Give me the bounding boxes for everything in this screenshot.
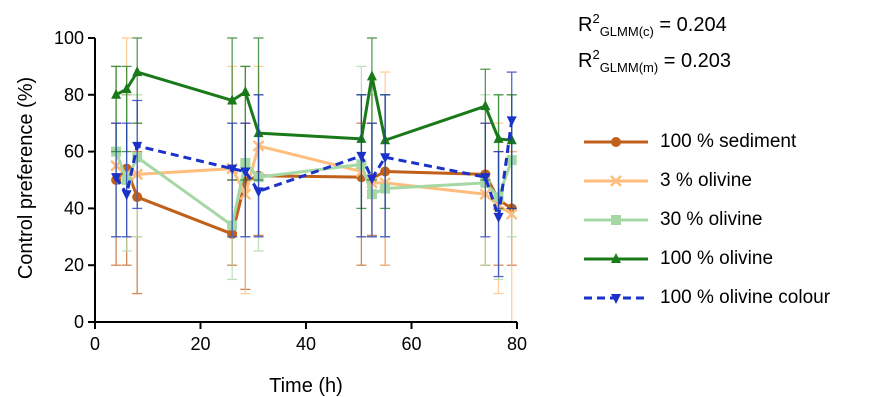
- data-point: [506, 116, 517, 127]
- y-tick-label: 100: [54, 28, 84, 48]
- legend-item: 3 % olivine: [582, 165, 877, 195]
- x-tick-label: 40: [296, 334, 316, 354]
- y-tick-label: 80: [64, 85, 84, 105]
- data-point: [611, 137, 621, 147]
- data-point: [611, 294, 621, 304]
- data-point: [610, 175, 622, 187]
- r2-conditional-stat: R2GLMM(c) = 0.204: [578, 12, 727, 38]
- legend-item: 30 % olivine: [582, 204, 877, 234]
- data-point: [111, 173, 122, 184]
- r2-base: R: [578, 50, 593, 72]
- data-point: [611, 253, 621, 263]
- y-axis-label: Control preference (%): [15, 77, 37, 279]
- data-point: [480, 173, 491, 184]
- data-point: [240, 85, 251, 96]
- data-point: [611, 215, 621, 225]
- legend-label: 3 % olivine: [660, 170, 752, 191]
- series-line: [115, 70, 512, 142]
- y-tick-label: 60: [64, 142, 84, 162]
- data-point: [121, 83, 132, 94]
- series-1: [111, 94, 517, 295]
- legend-label: 30 % olivine: [660, 209, 763, 230]
- legend-item: 100 % olivine: [582, 243, 877, 273]
- error-bars: [111, 71, 517, 278]
- series-line: [114, 151, 514, 227]
- data-point: [227, 164, 238, 175]
- legend-swatch: [584, 253, 648, 263]
- series-5: [111, 71, 517, 278]
- r2-marginal-stat: R2GLMM(m) = 0.203: [578, 48, 731, 74]
- data-point: [132, 66, 143, 77]
- legend-swatch: [584, 215, 648, 225]
- data-point: [132, 141, 143, 152]
- r2-base: R: [578, 14, 593, 36]
- data-point: [356, 151, 367, 162]
- data-point: [121, 190, 132, 201]
- y-tick-label: 20: [64, 255, 84, 275]
- data-point: [227, 94, 238, 105]
- y-tick-label: 0: [74, 312, 84, 332]
- data-point: [480, 100, 491, 111]
- y-tick-label: 40: [64, 198, 84, 218]
- legend-swatch: [584, 175, 648, 187]
- legend-swatch: [584, 294, 648, 304]
- r2-superscript: 2: [592, 47, 600, 62]
- r2-value: = 0.203: [658, 50, 732, 72]
- r2-superscript: 2: [592, 11, 600, 26]
- data-point: [240, 167, 251, 178]
- data-point: [366, 70, 377, 81]
- legend-item: 100 % olivine colour: [582, 282, 877, 312]
- x-axis-label: Time (h): [269, 375, 343, 397]
- data-point: [493, 132, 504, 143]
- legend-label: 100 % olivine: [660, 248, 774, 269]
- error-bars: [111, 94, 517, 295]
- series-2: [110, 37, 518, 323]
- error-bars: [111, 37, 517, 323]
- r2-subscript: GLMM(c): [599, 24, 654, 39]
- data-point: [493, 212, 504, 223]
- series-line: [115, 167, 513, 236]
- data-point: [380, 153, 391, 164]
- legend-swatch: [584, 137, 648, 147]
- legend-label: 100 % olivine colour: [660, 287, 831, 308]
- legend-label: 100 % sediment: [660, 131, 797, 152]
- data-point: [253, 187, 264, 198]
- r2-value: = 0.204: [653, 14, 727, 36]
- axes: 0 20 40 60 80 100 0 20 40 60 80 Time (h) Control pre…: [15, 28, 527, 397]
- x-tick-label: 80: [507, 334, 527, 354]
- data-point: [111, 88, 122, 99]
- legend-item: 100 % sediment: [582, 126, 877, 156]
- x-tick-label: 20: [190, 334, 210, 354]
- series-line: [114, 120, 514, 219]
- x-tick-label: 60: [401, 334, 421, 354]
- x-tick-label: 0: [90, 334, 100, 354]
- data-point: [366, 174, 377, 185]
- r2-subscript: GLMM(m): [599, 60, 659, 75]
